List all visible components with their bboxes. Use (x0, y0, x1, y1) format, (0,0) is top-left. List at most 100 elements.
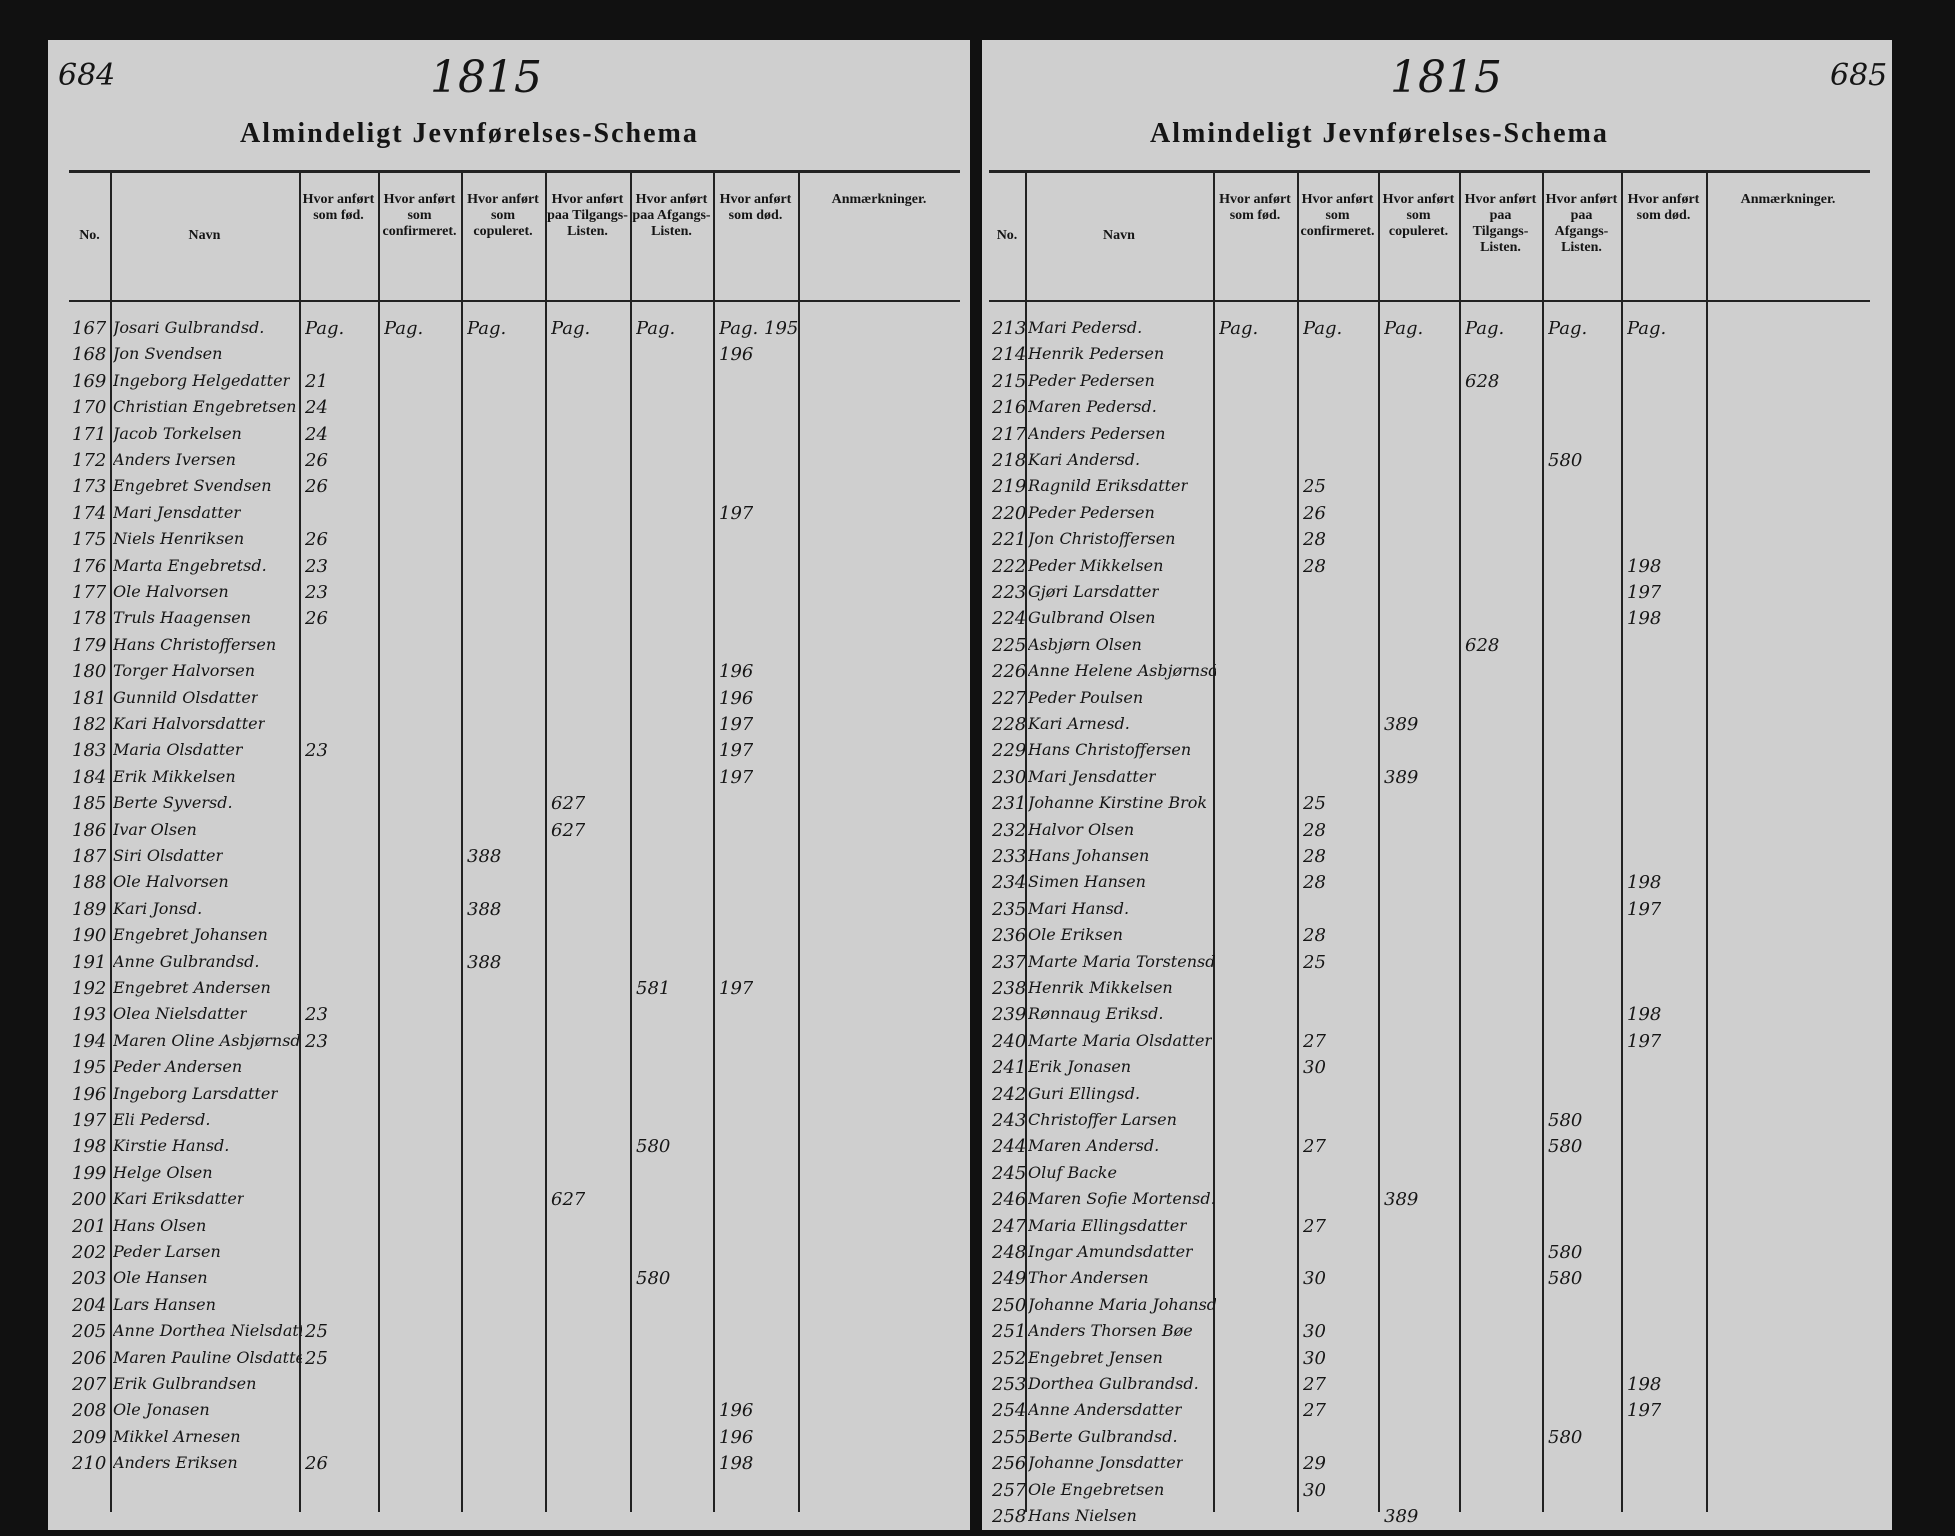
row-number: 180 (72, 661, 107, 683)
page-ref: 198 (1627, 555, 1662, 577)
name: Guri Ellingsd. (1028, 1083, 1141, 1103)
year: 1815 (430, 52, 542, 103)
name: Peder Mikkelsen (1028, 555, 1164, 575)
name: Siri Olsdatter (113, 846, 224, 865)
name: Jon Christoffersen (1028, 529, 1176, 549)
row-number: 195 (72, 1057, 107, 1079)
column-line (299, 172, 301, 1512)
page-ref: 25 (1303, 476, 1326, 498)
name: Jacob Torkelsen (113, 423, 242, 443)
page-ref: 26 (305, 1453, 328, 1475)
row-number: 240 (992, 1030, 1027, 1052)
name: Ragnild Eriksdatter (1028, 476, 1189, 496)
page-ref: 627 (551, 819, 586, 841)
name: Asbjørn Olsen (1028, 634, 1142, 654)
column-line (1297, 172, 1299, 1512)
row-number: 207 (72, 1374, 107, 1395)
name: Hans Olsen (113, 1215, 207, 1235)
page-ref: 198 (719, 1453, 754, 1475)
page-ref: 197 (1627, 898, 1662, 920)
name: Ole Engebretsen (1028, 1479, 1165, 1499)
name: Engebret Svendsen (113, 476, 272, 496)
column-header: Hvor anført paa Tilgangs-Listen. (1464, 192, 1537, 255)
row-number: 247 (992, 1215, 1027, 1237)
row-number: 239 (992, 1004, 1027, 1026)
page-ref: 25 (1303, 793, 1326, 815)
column-line (798, 172, 800, 1512)
row-number: 179 (72, 634, 107, 656)
row-number: 196 (72, 1083, 107, 1105)
page-ref: 25 (305, 1347, 328, 1369)
column-header: Hvor anført som confirmeret. (382, 192, 457, 239)
page-ref: 196 (719, 344, 754, 366)
page-ref: 28 (1303, 529, 1326, 551)
row-number: 203 (72, 1268, 107, 1290)
column-line (1706, 172, 1708, 1512)
column-header: Hvor anført som confirmeret. (1300, 192, 1375, 239)
row-number: 188 (72, 872, 107, 894)
row-number: 218 (992, 450, 1027, 471)
row-number: 221 (992, 529, 1027, 551)
name: Mari Pedersd. (1028, 318, 1143, 337)
row-number: 225 (992, 634, 1027, 656)
row-number: 256 (992, 1453, 1027, 1475)
name: Peder Andersen (113, 1057, 243, 1077)
row-number: 209 (72, 1426, 107, 1448)
name: Ole Halvorsen (113, 582, 229, 601)
name: Kari Halvorsdatter (113, 714, 266, 733)
row-number: 190 (72, 925, 107, 947)
row-number: 172 (72, 450, 107, 471)
row-number: 182 (72, 714, 107, 735)
page-ref: 27 (1303, 1400, 1326, 1422)
name: Hans Christoffersen (113, 634, 277, 654)
name: Niels Henriksen (113, 529, 245, 549)
row-number: 199 (72, 1162, 107, 1184)
page-ref: 29 (1303, 1453, 1326, 1475)
row-number: 220 (992, 502, 1027, 524)
row-number: 215 (992, 370, 1027, 392)
row-number: 192 (72, 978, 107, 999)
page-ref: 580 (1548, 1136, 1583, 1158)
row-number: 186 (72, 819, 107, 841)
page-ref: Pag. 195 (719, 318, 799, 339)
name: Maren Sofie Mortensd. (1028, 1189, 1216, 1209)
row-number: 214 (992, 344, 1027, 366)
name: Torger Halvorsen (113, 661, 256, 681)
name: Erik Mikkelsen (113, 766, 236, 786)
row-number: 170 (72, 397, 107, 419)
row-number: 204 (72, 1294, 107, 1316)
name: Thor Andersen (1028, 1268, 1149, 1288)
row-number: 174 (72, 502, 107, 524)
page-ref: 23 (305, 582, 328, 603)
name: Maren Pedersd. (1028, 397, 1157, 417)
name: Kari Arnesd. (1028, 714, 1130, 733)
row-number: 222 (992, 555, 1027, 577)
name: Eli Pedersd. (113, 1110, 211, 1129)
page-ref: 197 (719, 978, 754, 999)
row-number: 237 (992, 951, 1027, 973)
page-ref: 389 (1384, 1189, 1419, 1211)
page-ref: 23 (305, 555, 328, 577)
row-number: 228 (992, 714, 1027, 735)
row-number: 205 (72, 1321, 107, 1343)
name: Dorthea Gulbrandsd. (1028, 1374, 1199, 1393)
page-ref: Pag. (384, 318, 424, 339)
row-number: 213 (992, 318, 1027, 339)
page-ref: Pag. (305, 318, 345, 339)
name: Anne Gulbrandsd. (113, 951, 260, 971)
page-ref: 23 (305, 1004, 328, 1026)
name: Johanne Kirstine Brok (1028, 793, 1208, 813)
rule (989, 170, 1870, 173)
name: Ingar Amundsdatter (1028, 1242, 1193, 1261)
name: Ole Jonasen (113, 1400, 210, 1420)
column-header: Anmærkninger. (831, 192, 927, 207)
column-line (630, 172, 632, 1512)
page-ref: 21 (305, 370, 328, 392)
name: Rønnaug Eriksd. (1028, 1004, 1164, 1024)
row-number: 193 (72, 1004, 107, 1026)
page-ref: 30 (1303, 1479, 1326, 1501)
row-number: 249 (992, 1268, 1027, 1290)
name: Peder Larsen (113, 1242, 221, 1261)
name: Mari Jensdatter (113, 502, 241, 522)
row-number: 257 (992, 1479, 1027, 1501)
